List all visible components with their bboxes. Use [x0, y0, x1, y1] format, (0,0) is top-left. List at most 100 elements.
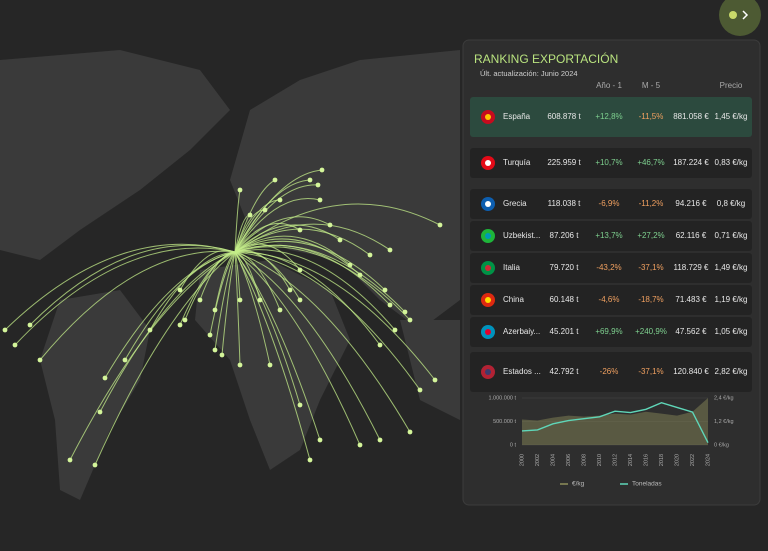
- y2-tick-label: 1,2 €/kg: [714, 419, 734, 425]
- destination-dot: [297, 402, 303, 408]
- export-value: 94.216 €: [675, 199, 707, 208]
- country-name: Estados ...: [503, 367, 541, 376]
- x-tick-label: 2010: [597, 454, 603, 466]
- route: [234, 251, 261, 301]
- destination-dot: [392, 327, 398, 333]
- row-background[interactable]: [470, 221, 752, 251]
- flag-emblem: [485, 114, 491, 120]
- x-tick-label: 2022: [690, 454, 696, 466]
- destination-dot: [12, 342, 18, 348]
- destination-dot: [237, 297, 243, 303]
- land: [0, 50, 460, 500]
- flag-emblem: [485, 329, 491, 335]
- row-background[interactable]: [470, 352, 752, 392]
- price-area: [522, 398, 708, 445]
- route: [234, 199, 281, 253]
- destination-dot: [387, 302, 393, 308]
- destination-dot: [219, 352, 225, 358]
- change-year: +10,7%: [595, 158, 622, 167]
- row-background[interactable]: [470, 189, 752, 219]
- tonnes: 42.792 t: [550, 367, 580, 376]
- route: [234, 251, 241, 366]
- tonnes: 45.201 t: [550, 327, 580, 336]
- change-year: -6,9%: [599, 199, 620, 208]
- row-background[interactable]: [470, 285, 752, 315]
- country-name: Grecia: [503, 199, 527, 208]
- route: [234, 243, 301, 271]
- route: [234, 246, 411, 321]
- route: [234, 216, 331, 253]
- destination-dot: [317, 437, 323, 443]
- tonnes: 79.720 t: [550, 263, 580, 272]
- change-year: +12,8%: [595, 112, 622, 121]
- route: [234, 189, 241, 253]
- x-tick-label: 2014: [628, 454, 634, 466]
- destination-dot: [367, 252, 373, 258]
- toggle-button[interactable]: [719, 0, 761, 36]
- flag-emblem: [485, 201, 491, 207]
- destination-dot: [315, 182, 321, 188]
- destination-dot: [177, 287, 183, 293]
- tonnes: 608.878 t: [547, 112, 581, 121]
- change-month: -37,1%: [638, 263, 663, 272]
- destination-dot: [297, 297, 303, 303]
- destination-dot: [327, 222, 333, 228]
- destination-dot: [122, 357, 128, 363]
- change-month: +46,7%: [637, 158, 664, 167]
- destination-dot: [319, 167, 325, 173]
- change-month: +240,9%: [635, 327, 667, 336]
- button-icon: [729, 11, 737, 19]
- row-background[interactable]: [470, 253, 752, 283]
- destination-dot: [347, 262, 353, 268]
- change-year: -43,2%: [596, 263, 621, 272]
- destination-dot: [67, 457, 73, 463]
- destination-dot: [272, 177, 278, 183]
- country-name: Italia: [503, 263, 520, 272]
- x-tick-label: 2000: [519, 454, 525, 466]
- route: [234, 249, 396, 331]
- destination-dot: [247, 212, 253, 218]
- change-year: +13,7%: [595, 231, 622, 240]
- destination-dot: [182, 317, 188, 323]
- export-value: 120.840 €: [673, 367, 709, 376]
- flag-emblem: [485, 233, 491, 239]
- export-routes: [2, 167, 443, 468]
- change-month: -11,2%: [639, 199, 664, 208]
- y-tick-label: 500.000 t: [493, 419, 516, 425]
- export-value: 118.729 €: [674, 263, 710, 272]
- price: 1,45 €/kg: [715, 112, 748, 121]
- ranking-rows: España 608.878 t +12,8% -11,5% 881.058 € 1,45…: [470, 97, 752, 392]
- route: [214, 251, 236, 351]
- row-background[interactable]: [470, 97, 752, 137]
- route: [234, 251, 411, 433]
- destination-dot: [97, 409, 103, 415]
- destination-dot: [387, 247, 393, 253]
- country-name: Uzbekist...: [503, 231, 540, 240]
- y-tick-label: 1.000.000 t: [488, 395, 516, 401]
- column-header: Precio: [720, 81, 743, 90]
- tonnes: 87.206 t: [550, 231, 580, 240]
- route: [234, 179, 311, 253]
- flag-emblem: [485, 369, 491, 375]
- destination-dot: [317, 197, 323, 203]
- change-month: -18,7%: [638, 295, 663, 304]
- flag-emblem: [485, 160, 491, 166]
- route: [234, 223, 391, 253]
- destination-dot: [237, 362, 243, 368]
- destination-dot: [177, 322, 183, 328]
- destination-dot: [262, 207, 268, 213]
- trend-chart: 1.000.000 t 500.000 t 0 t 2,4 €/kg 1,2 €/kg 0…: [488, 395, 733, 487]
- destination-dot: [417, 387, 423, 393]
- destination-dot: [357, 442, 363, 448]
- route: [234, 251, 281, 311]
- destination-dot: [337, 237, 343, 243]
- row-background[interactable]: [470, 317, 752, 347]
- destination-dot: [237, 187, 243, 193]
- x-tick-label: 2024: [705, 454, 711, 466]
- route: [234, 251, 361, 446]
- route: [199, 251, 236, 301]
- x-tick-label: 2020: [674, 454, 680, 466]
- row-background[interactable]: [470, 148, 752, 178]
- destination-dot: [37, 357, 43, 363]
